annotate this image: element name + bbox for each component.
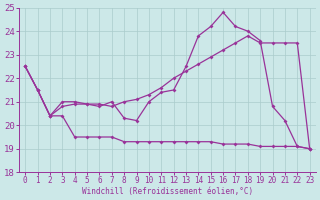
- X-axis label: Windchill (Refroidissement éolien,°C): Windchill (Refroidissement éolien,°C): [82, 187, 253, 196]
